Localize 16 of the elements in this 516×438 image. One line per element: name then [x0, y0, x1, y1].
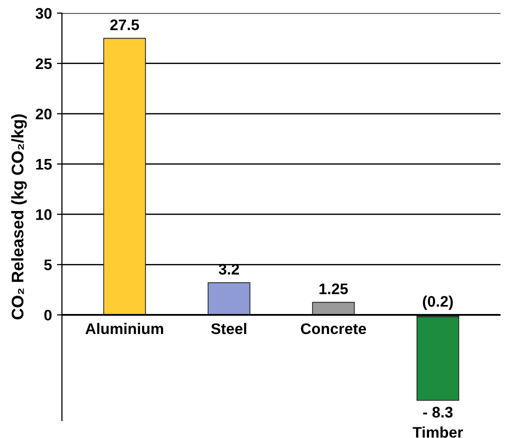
y-tick-label: 15 — [36, 159, 52, 170]
x-tick-label: Aluminium — [85, 322, 164, 334]
y-tick-label: 25 — [36, 58, 52, 70]
x-tick-label: Timber — [412, 426, 463, 438]
y-tick-label: 5 — [44, 260, 52, 270]
y-tick-label: 20 — [36, 108, 52, 120]
y-tick-label: 0 — [44, 310, 52, 321]
data-label: 1.25 — [320, 283, 348, 294]
data-label: - 8.3 — [423, 406, 453, 418]
y-tick-label: 30 — [36, 8, 52, 19]
y-axis-title: CO₂ Released (kg CO₂/kg) — [11, 114, 27, 320]
data-label: 27.5 — [110, 19, 140, 30]
y-tick-label: 10 — [36, 209, 52, 220]
x-tick-label: Concrete — [300, 323, 366, 334]
x-tick-label: Steel — [211, 322, 246, 334]
data-label: (0.2) — [422, 296, 453, 310]
